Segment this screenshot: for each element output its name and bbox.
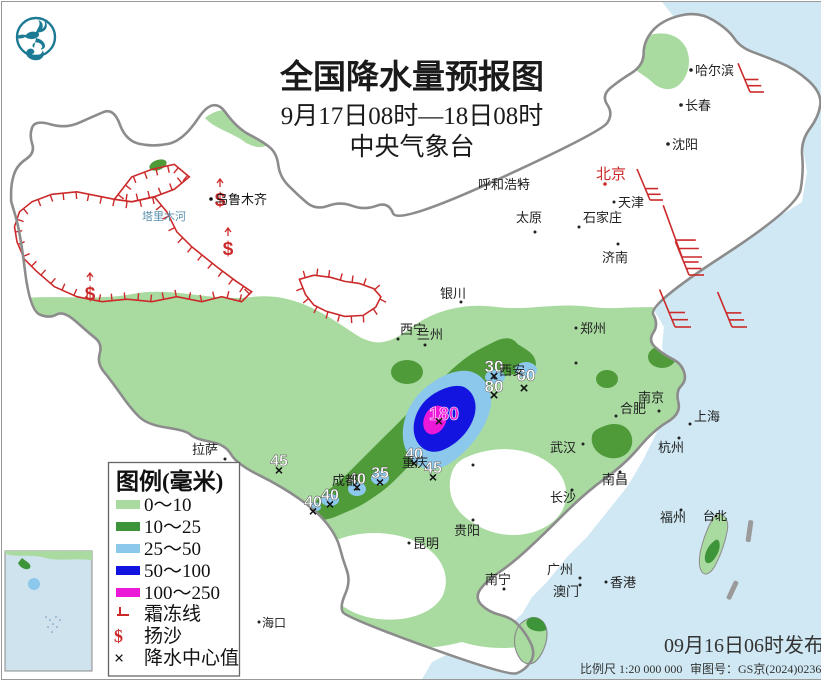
svg-text:50～100: 50～100 — [144, 561, 211, 582]
svg-text:南宁: 南宁 — [485, 572, 511, 587]
svg-text:乌鲁木齐: 乌鲁木齐 — [215, 192, 267, 207]
svg-text:北京: 北京 — [596, 166, 626, 183]
svg-text:太原: 太原 — [516, 210, 542, 225]
svg-text:全国降水量预报图: 全国降水量预报图 — [279, 58, 544, 96]
svg-text:济南: 济南 — [602, 250, 628, 265]
svg-text:沈阳: 沈阳 — [672, 137, 698, 152]
svg-text:南京: 南京 — [638, 390, 664, 405]
svg-text:比例尺 1:20 000 000: 比例尺 1:20 000 000 — [580, 662, 682, 676]
svg-text:×: × — [435, 413, 443, 429]
svg-text:昆明: 昆明 — [413, 536, 439, 551]
svg-text:长春: 长春 — [685, 98, 711, 113]
svg-text:南昌: 南昌 — [602, 472, 628, 487]
svg-text:中央气象台: 中央气象台 — [349, 133, 474, 161]
svg-text:扬沙: 扬沙 — [144, 625, 182, 647]
svg-text:重庆: 重庆 — [402, 455, 428, 470]
svg-text:10～25: 10～25 — [144, 517, 201, 538]
svg-text:呼和浩特: 呼和浩特 — [478, 177, 530, 192]
svg-text:长沙: 长沙 — [550, 490, 576, 505]
svg-text:贵阳: 贵阳 — [454, 523, 480, 538]
svg-text:0～10: 0～10 — [144, 495, 192, 516]
svg-text:100～250: 100～250 — [144, 583, 220, 604]
svg-text:图例(毫米): 图例(毫米) — [116, 468, 223, 494]
svg-text:×: × — [309, 503, 317, 519]
svg-text:9月17日08时—18日08时: 9月17日08时—18日08时 — [281, 102, 544, 130]
svg-text:香港: 香港 — [610, 575, 636, 590]
svg-text:广州: 广州 — [547, 562, 573, 577]
svg-text:郑州: 郑州 — [580, 321, 606, 336]
svg-text:西安: 西安 — [499, 363, 525, 378]
svg-text:×: × — [275, 462, 283, 478]
svg-text:拉萨: 拉萨 — [192, 442, 218, 457]
svg-text:成都: 成都 — [332, 473, 358, 488]
svg-text:塔里木河: 塔里木河 — [142, 210, 186, 223]
svg-text:福州: 福州 — [660, 510, 686, 525]
svg-text:×: × — [490, 387, 499, 404]
svg-text:×: × — [520, 380, 529, 397]
svg-text:降水中心值: 降水中心值 — [144, 647, 239, 669]
svg-text:哈尔滨: 哈尔滨 — [695, 63, 734, 78]
svg-text:25～50: 25～50 — [144, 539, 201, 560]
svg-text:×: × — [429, 469, 437, 485]
svg-text:×: × — [114, 648, 124, 668]
svg-text:$: $ — [85, 284, 96, 305]
svg-text:09月16日06时发布: 09月16日06时发布 — [664, 634, 821, 657]
svg-text:×: × — [376, 474, 384, 490]
svg-text:天津: 天津 — [618, 195, 644, 210]
svg-text:武汉: 武汉 — [550, 440, 576, 455]
svg-text:$: $ — [114, 626, 123, 646]
svg-text:审图号：GS京(2024)0236号: 审图号：GS京(2024)0236号 — [690, 661, 821, 676]
svg-text:杭州: 杭州 — [658, 440, 684, 455]
svg-text:×: × — [326, 496, 334, 512]
svg-text:$: $ — [223, 239, 234, 260]
svg-text:银川: 银川 — [440, 286, 466, 301]
svg-text:兰州: 兰州 — [417, 327, 443, 342]
svg-text:180: 180 — [429, 404, 459, 424]
svg-text:石家庄: 石家庄 — [583, 210, 622, 225]
svg-text:澳门: 澳门 — [553, 584, 579, 599]
svg-text:海口: 海口 — [262, 615, 286, 630]
svg-text:霜冻线: 霜冻线 — [144, 603, 201, 625]
svg-text:上海: 上海 — [694, 409, 720, 424]
